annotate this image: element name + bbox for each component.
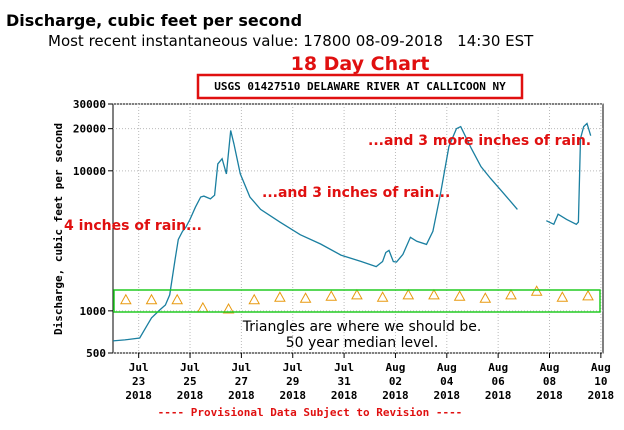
y-axis-label: Discharge, cubic feet per second [52,123,65,335]
median-marker [351,288,363,300]
median-box [113,289,601,313]
station-box [196,73,524,100]
x-tick-label: 29 [286,375,299,388]
median-marker [299,292,312,303]
x-tick-label: 2018 [536,389,563,402]
x-tick-label: 2018 [177,389,204,402]
x-tick-label: Jul [129,361,149,374]
x-tick-label: 2018 [485,389,512,402]
median-marker [222,303,235,314]
median-marker [248,293,261,305]
median-marker [556,291,569,302]
discharge-line [112,122,592,342]
chart-label: 18 Day Chart [291,53,430,75]
x-tick-label: 2018 [588,389,615,402]
median-marker [145,293,158,305]
median-marker [325,290,338,301]
y-tick-label: 1000 [80,305,107,318]
x-tick-label: 2018 [279,389,306,402]
x-tick-label: 2018 [434,389,461,402]
median-marker [119,293,132,305]
median-marker [402,288,415,300]
annotation: 50 year median level. [286,335,439,351]
median-marker [582,289,594,301]
x-tick-label: 02 [389,375,402,388]
x-tick-label: Jul [283,361,303,374]
x-tick-label: 31 [337,375,351,388]
median-marker [171,293,184,305]
x-tick-label: Jul [334,361,354,374]
chart-title: Discharge, cubic feet per second [6,11,302,30]
annotation: 4 inches of rain... [64,218,202,234]
annotation: ...and 3 inches of rain... [262,185,450,201]
x-tick-label: 06 [492,375,506,388]
x-tick-label: 2018 [125,389,152,402]
x-tick-label: 2018 [331,389,358,402]
x-tick-label: Aug [386,361,406,374]
x-tick-label: Aug [488,361,508,374]
y-tick-label: 30000 [73,98,106,111]
x-tick-label: Aug [437,361,457,374]
x-tick-label: 2018 [382,389,409,402]
x-tick-label: Jul [231,361,251,374]
x-tick-label: Aug [540,361,560,374]
x-tick-label: 2018 [228,389,255,402]
station: USGS 01427510 DELAWARE RIVER AT CALLICOO… [214,80,506,93]
median-marker [453,290,466,301]
y-tick-label: 500 [86,347,106,360]
median-marker [428,288,440,300]
x-tick-label: 23 [132,375,145,388]
median-marker [479,292,492,303]
y-tick-label: 20000 [73,123,106,136]
annotation: Triangles are where we should be. [242,319,482,335]
x-tick-label: 04 [440,375,454,388]
x-tick-label: Aug [591,361,611,374]
x-tick-label: Jul [180,361,200,374]
x-tick-label: 25 [183,375,196,388]
y-tick-label: 10000 [73,165,106,178]
footer: ---- Provisional Data Subject to Revisio… [158,406,463,419]
median-marker [376,291,389,302]
x-tick-label: 27 [235,375,248,388]
median-marker [530,285,543,296]
x-tick-label: 10 [594,375,607,388]
median-marker [505,288,517,300]
subtitle: Most recent instantaneous value: 17800 0… [48,32,534,50]
median-marker [274,291,286,302]
annotation: ...and 3 more inches of rain. [368,133,591,149]
x-tick-label: 08 [543,375,556,388]
